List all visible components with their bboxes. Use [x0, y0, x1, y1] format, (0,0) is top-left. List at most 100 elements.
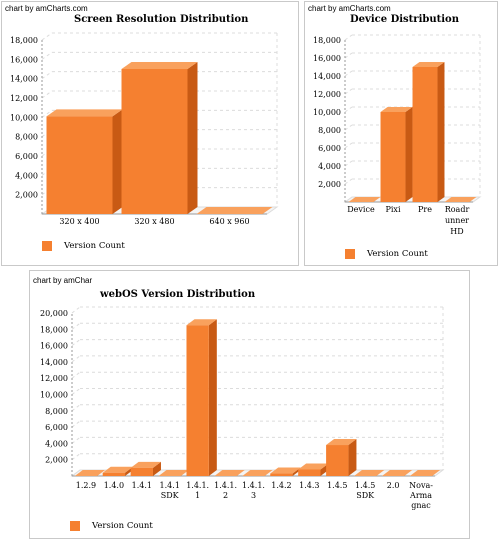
grid-line	[71, 436, 81, 444]
chart-legend[interactable]: Version Count	[70, 521, 153, 531]
grid-line	[71, 388, 81, 395]
chart-title: Screen Resolution Distribution	[74, 14, 249, 25]
bar-front	[412, 67, 438, 202]
screen-resolution-chart-panel: chart by amCharts.com Screen Resolution …	[1, 1, 299, 266]
grid-line	[344, 160, 353, 167]
bar-top	[270, 467, 301, 474]
x-tick-label: Roadr unner HD	[445, 205, 470, 236]
bar[interactable]	[354, 470, 385, 476]
x-tick-label: 1.4.0	[104, 481, 124, 490]
grid-line	[71, 371, 81, 379]
x-tick-label: 320 x 480	[134, 217, 174, 226]
bar[interactable]	[348, 197, 381, 202]
grid-line	[344, 178, 353, 185]
x-tick-label: 1.4.3	[299, 481, 319, 490]
bar-top	[409, 470, 441, 476]
grid-line	[41, 109, 53, 118]
grid-line	[71, 355, 81, 363]
bar[interactable]	[130, 461, 161, 476]
bar-side	[208, 319, 217, 476]
bar-top	[326, 439, 357, 446]
chart-title: webOS Version Distribution	[100, 289, 256, 300]
y-tick-label: 6,000	[318, 144, 341, 153]
y-tick-label: 10,000	[313, 108, 341, 117]
grid-line	[41, 32, 53, 41]
bar-top	[348, 197, 381, 202]
bar[interactable]	[158, 470, 189, 476]
bar-top	[354, 470, 385, 476]
bar[interactable]	[380, 107, 413, 202]
legend-label: Version Count	[64, 241, 125, 251]
bar[interactable]	[121, 62, 198, 214]
bar-top	[158, 470, 189, 476]
grid-line	[344, 88, 353, 95]
chart-credit[interactable]: chart by amChar	[33, 276, 93, 285]
bar[interactable]	[196, 207, 273, 214]
x-tick-label: 1.2.9	[76, 481, 96, 490]
y-tick-label: 18,000	[10, 36, 38, 45]
legend-swatch	[42, 241, 52, 251]
bar-top	[46, 109, 123, 117]
y-tick-label: 16,000	[40, 342, 68, 351]
chart-credit[interactable]: chart by amCharts.com	[5, 4, 88, 13]
y-tick-label: 10,000	[10, 113, 38, 122]
bar-top	[380, 107, 413, 112]
x-tick-label: 640 x 960	[209, 217, 249, 226]
grid-line	[344, 34, 353, 41]
y-tick-label: 8,000	[318, 126, 341, 135]
bar-top	[412, 62, 445, 67]
bar-side	[152, 461, 161, 476]
bar-top	[196, 207, 273, 214]
bar[interactable]	[214, 470, 245, 476]
webos-version-plot: 2,000 4,000 6,000 8,000 10,000 12,000 14,000 16…	[40, 306, 445, 510]
grid-line	[41, 71, 53, 80]
grid-line	[344, 124, 353, 131]
chart-legend[interactable]: Version Count	[42, 241, 125, 251]
bar[interactable]	[74, 470, 106, 476]
bar-top	[102, 466, 134, 473]
chart-legend[interactable]: Version Count	[345, 249, 428, 259]
bar[interactable]	[444, 197, 477, 202]
legend-label: Version Count	[92, 521, 153, 531]
bar-top	[186, 319, 217, 326]
bar-top	[214, 470, 245, 476]
bar-front	[130, 467, 153, 476]
bar[interactable]	[242, 470, 273, 476]
webos-version-chart-panel: chart by amChar webOS Version Distributi…	[29, 270, 470, 539]
grid-line	[71, 404, 81, 412]
bar-side	[437, 62, 445, 202]
y-tick-label: 20,000	[40, 309, 68, 318]
chart-title: Device Distribution	[350, 14, 459, 25]
bar[interactable]	[326, 439, 357, 476]
y-tick-label: 16,000	[313, 54, 341, 63]
grid-line	[71, 322, 81, 330]
bar-top	[444, 197, 477, 202]
bar[interactable]	[186, 319, 217, 476]
grid-line	[344, 52, 353, 59]
bar-top	[130, 461, 161, 468]
grid-line	[344, 142, 353, 149]
grid	[71, 306, 444, 470]
device-chart-panel: chart by amCharts.com Device Distributio…	[304, 1, 498, 266]
bar-side	[405, 107, 413, 202]
bar[interactable]	[46, 109, 123, 214]
chart-credit[interactable]: chart by amCharts.com	[308, 4, 391, 13]
device-plot: 2,000 4,000 6,000 8,000 10,000 12,000 14,000 16…	[313, 34, 482, 236]
y-tick-label: 8,000	[45, 407, 68, 416]
bar-front	[298, 469, 321, 476]
bar-front	[380, 112, 406, 202]
bar[interactable]	[409, 470, 441, 476]
x-tick-label: Nova-Arma gnac	[409, 481, 433, 510]
bar[interactable]	[412, 62, 445, 202]
grid	[344, 34, 481, 197]
bar-top	[74, 470, 106, 476]
y-tick-label: 18,000	[40, 325, 68, 334]
y-tick-label: 12,000	[40, 374, 68, 383]
legend-swatch	[70, 521, 80, 531]
x-tick-label: Pixi	[385, 205, 400, 214]
bar[interactable]	[381, 470, 413, 476]
grid-line	[71, 420, 81, 428]
x-tick-label: 1.4.1. 3	[242, 481, 265, 500]
grid-line	[71, 339, 81, 346]
x-tick-label: 1.4.1. 2	[214, 481, 237, 500]
